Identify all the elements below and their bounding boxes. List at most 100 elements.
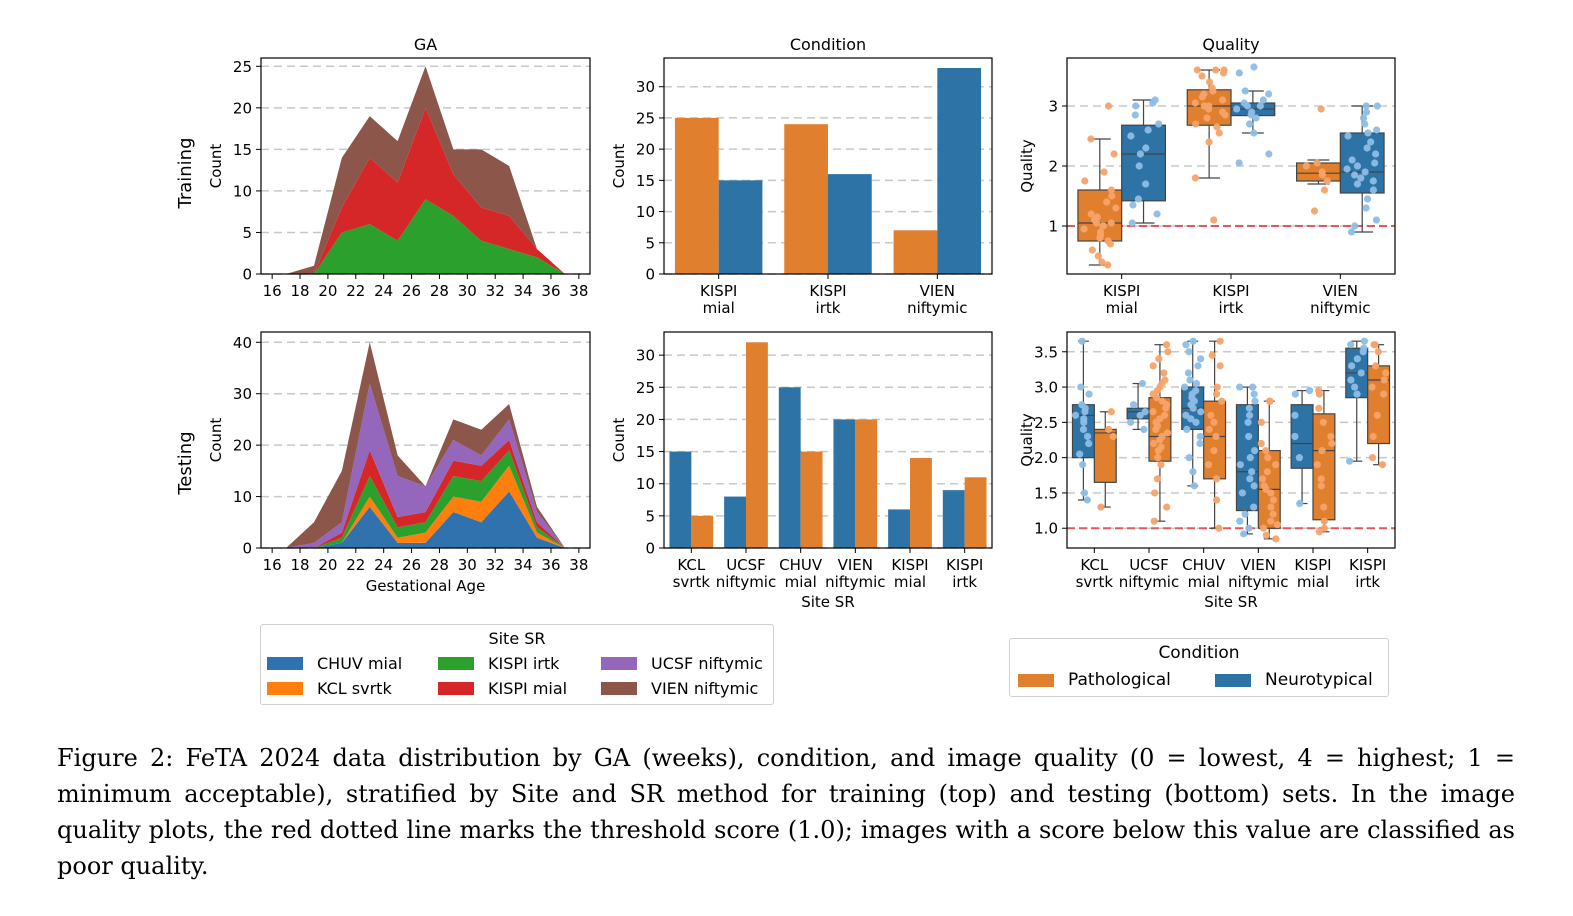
data-point-pathological [1204, 461, 1213, 469]
data-point-pathological [1258, 475, 1267, 483]
x-tick-label: KISPI mial [1294, 556, 1331, 591]
x-tick-label-line: UCSF [1129, 556, 1169, 574]
data-point-pathological [1318, 168, 1326, 176]
data-point-pathological [1150, 439, 1158, 448]
bar-neurotypical [888, 509, 910, 548]
legend-swatch [601, 682, 637, 695]
data-point-pathological [1371, 362, 1380, 370]
data-point-pathological [1212, 66, 1220, 74]
x-tick-label-line: mial [703, 299, 735, 317]
y-tick-label: 0 [645, 540, 655, 558]
y-axis-label: Count [207, 418, 225, 463]
x-tick-label-line: irtk [1219, 299, 1244, 317]
x-tick-label-line: niftymic [1119, 573, 1179, 591]
data-point-neurotypical [1265, 90, 1273, 98]
data-point-pathological [1212, 432, 1220, 441]
data-point-neurotypical [1186, 376, 1194, 384]
data-point-neurotypical [1071, 411, 1080, 419]
data-point-neurotypical [1136, 150, 1144, 158]
y-tick-label: 30 [636, 78, 655, 96]
data-point-neurotypical [1250, 482, 1258, 490]
x-tick-label-line: mial [1106, 299, 1138, 317]
data-point-neurotypical [1372, 216, 1381, 224]
data-point-neurotypical [1080, 489, 1089, 497]
data-point-pathological [1099, 222, 1108, 230]
area-vien-niftymic [286, 342, 565, 548]
data-point-neurotypical [1142, 144, 1150, 152]
y-tick-label: 30 [233, 385, 252, 403]
bar-neurotypical [942, 490, 965, 548]
data-point-neurotypical [1351, 222, 1359, 230]
area-kispi-mial [286, 107, 565, 274]
data-point-neurotypical [1246, 454, 1254, 462]
data-point-pathological [1327, 432, 1335, 441]
data-point-neurotypical [1249, 383, 1257, 391]
y-tick-label: 20 [233, 99, 252, 117]
data-point-pathological [1215, 524, 1223, 532]
legend-label: Pathological [1068, 670, 1171, 690]
x-tick-label: KISPI irtk [1212, 282, 1249, 317]
data-point-pathological [1323, 177, 1331, 185]
legend-label: KCL svrtk [317, 679, 392, 698]
x-axis-label: Site SR [1204, 593, 1258, 611]
axes-frame [663, 331, 993, 549]
x-tick-label: UCSF niftymic [716, 556, 776, 591]
data-point-pathological [1163, 341, 1171, 349]
data-point-neurotypical [1371, 159, 1379, 167]
data-point-neurotypical [1347, 341, 1355, 349]
data-point-pathological [1153, 422, 1162, 430]
data-point-neurotypical [1295, 454, 1304, 462]
data-point-pathological [1310, 207, 1319, 215]
data-point-neurotypical [1251, 446, 1259, 455]
x-tick-label: 26 [402, 556, 421, 574]
x-tick-label: VIEN niftymic [1228, 556, 1288, 591]
data-point-neurotypical [1236, 383, 1244, 391]
data-point-neurotypical [1367, 138, 1375, 146]
legend-item-ucsf-niftymic: UCSF niftymic [601, 654, 763, 673]
bar-neurotypical [937, 67, 982, 275]
axes-frame [260, 57, 591, 275]
legend-swatch [438, 657, 474, 670]
data-point-pathological [1154, 454, 1162, 462]
data-point-pathological [1212, 496, 1221, 504]
data-point-pathological [1260, 482, 1268, 490]
x-tick-label-line: KISPI [1103, 282, 1140, 300]
data-point-pathological [1149, 408, 1157, 416]
x-tick-label: 38 [569, 556, 588, 574]
data-point-pathological [1317, 482, 1325, 490]
data-point-pathological [1097, 503, 1105, 511]
x-tick-label-line: VIEN [838, 556, 873, 574]
data-point-pathological [1215, 129, 1223, 137]
legend-swatch [438, 682, 474, 695]
x-tick-label: 30 [458, 556, 477, 574]
data-point-neurotypical [1344, 132, 1352, 140]
legend-swatch [1018, 673, 1054, 687]
data-point-neurotypical [1197, 408, 1205, 416]
y-tick-label: 10 [636, 475, 655, 493]
y-tick-label: 1.0 [1034, 520, 1058, 538]
data-point-pathological [1157, 443, 1165, 451]
data-point-neurotypical [1233, 105, 1241, 113]
data-point-pathological [1205, 138, 1213, 146]
data-point-neurotypical [1076, 450, 1084, 458]
x-tick-label: CHUV mial [1182, 556, 1226, 591]
data-point-neurotypical [1359, 114, 1368, 122]
testing-ga-panel: 0 10 20 30 40 Count 16 18 20 22 24 26 28 30 32 34 36 38 Ge… [207, 331, 591, 595]
bar-pathological [855, 419, 878, 548]
data-point-pathological [1369, 432, 1377, 441]
data-point-pathological [1302, 162, 1310, 170]
x-tick-label: 24 [374, 282, 393, 300]
data-point-pathological [1192, 120, 1200, 128]
x-tick-label: 32 [486, 556, 505, 574]
axes-frame [1066, 57, 1396, 275]
area-kispi-irtk [286, 450, 565, 548]
x-tick-label: 24 [374, 556, 393, 574]
data-point-neurotypical [1250, 390, 1258, 398]
data-point-pathological [1317, 105, 1325, 113]
data-point-pathological [1107, 219, 1115, 227]
data-point-pathological [1156, 415, 1164, 423]
data-point-pathological [1094, 252, 1102, 260]
